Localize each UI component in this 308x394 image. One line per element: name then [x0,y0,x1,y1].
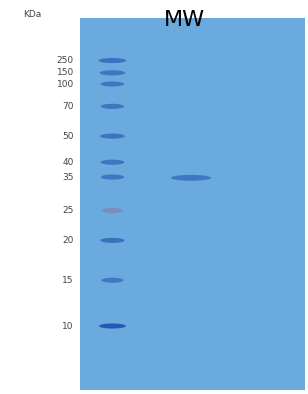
Bar [80,18,305,390]
Ellipse shape [100,134,125,139]
Text: 20: 20 [63,236,74,245]
Text: KDa: KDa [23,10,41,19]
Text: 25: 25 [63,206,74,215]
Ellipse shape [99,323,126,329]
Ellipse shape [100,238,124,243]
Text: 70: 70 [63,102,74,111]
Text: 150: 150 [57,68,74,77]
Ellipse shape [100,82,124,87]
Text: 10: 10 [63,322,74,331]
Text: 250: 250 [57,56,74,65]
Text: 15: 15 [63,276,74,285]
Text: 50: 50 [63,132,74,141]
Ellipse shape [101,104,124,109]
Text: 100: 100 [57,80,74,89]
Text: MW: MW [164,10,205,30]
Text: 40: 40 [63,158,74,167]
Ellipse shape [101,175,124,180]
Text: 35: 35 [63,173,74,182]
Ellipse shape [100,160,124,165]
Ellipse shape [101,278,124,283]
Ellipse shape [99,70,125,75]
Ellipse shape [102,208,123,213]
Ellipse shape [99,58,126,63]
Ellipse shape [171,175,211,181]
